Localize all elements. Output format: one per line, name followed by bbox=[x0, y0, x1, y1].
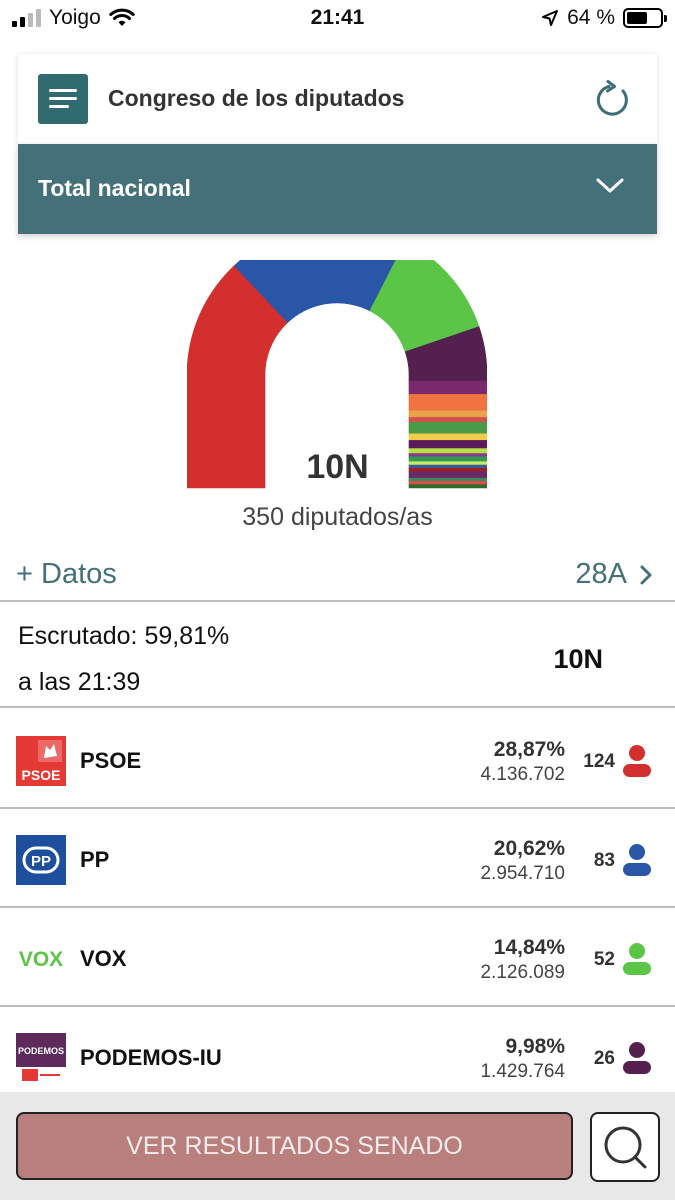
person-icon bbox=[623, 745, 651, 777]
carrier-name: Yoigo bbox=[49, 6, 101, 29]
more-data-link[interactable]: + Datos bbox=[16, 558, 117, 591]
party-percent: 20,62% bbox=[493, 837, 565, 860]
menu-button[interactable] bbox=[38, 74, 88, 124]
battery-percent: 64 % bbox=[567, 6, 615, 29]
vox-logo-icon: VOX bbox=[19, 948, 63, 971]
status-left: Yoigo bbox=[12, 6, 135, 30]
hemicycle-segment-other-5 bbox=[408, 394, 487, 412]
app-header: Congreso de los diputados bbox=[18, 54, 657, 144]
senate-results-button[interactable]: VER RESULTADOS SENADO bbox=[16, 1112, 573, 1180]
hemicycle-segment-other-20 bbox=[408, 484, 487, 489]
svg-text:VOX: VOX bbox=[19, 948, 63, 971]
hemicycle-segment-other-6 bbox=[408, 410, 487, 418]
scrutiny-percent: Escrutado: 59,81% bbox=[18, 622, 230, 650]
party-name: PSOE bbox=[80, 748, 142, 773]
region-label: Total nacional bbox=[38, 175, 191, 201]
scrutiny-time: a las 21:39 bbox=[18, 668, 141, 696]
person-icon bbox=[623, 844, 651, 876]
hemicycle-segment-other-7 bbox=[408, 417, 487, 423]
page-title: Congreso de los diputados bbox=[108, 85, 405, 111]
scrutiny-panel: Escrutado: 59,81% a las 21:39 10N bbox=[0, 604, 675, 708]
refresh-icon[interactable] bbox=[593, 80, 633, 120]
party-row-vox[interactable]: VOX VOX 14,84% 2.126.089 52 bbox=[0, 908, 675, 1007]
battery-icon bbox=[623, 8, 667, 28]
hemicycle-svg bbox=[187, 260, 487, 489]
region-selector[interactable]: Total nacional bbox=[18, 144, 657, 234]
hemicycle-segment-other-8 bbox=[408, 422, 487, 435]
chevron-down-icon bbox=[596, 178, 624, 193]
previous-election-label: 28A bbox=[575, 558, 627, 590]
svg-text:PSOE: PSOE bbox=[22, 767, 61, 783]
party-percent: 14,84% bbox=[493, 936, 565, 959]
svg-text:PP: PP bbox=[31, 853, 51, 870]
previous-election-link[interactable]: 28A bbox=[575, 558, 653, 591]
party-list: PSOE PSOE 28,87% 4.136.702 124 PP PP 20,… bbox=[0, 710, 675, 1106]
person-icon bbox=[623, 1042, 651, 1074]
total-seats: 350 diputados/as bbox=[242, 503, 433, 531]
signal-icon bbox=[12, 9, 41, 27]
links-row: + Datos 28A bbox=[0, 552, 675, 602]
party-row-psoe[interactable]: PSOE PSOE 28,87% 4.136.702 124 bbox=[0, 710, 675, 809]
party-percent: 9,98% bbox=[505, 1035, 565, 1058]
party-votes: 4.136.702 bbox=[480, 764, 565, 785]
bottom-bar: VER RESULTADOS SENADO bbox=[0, 1092, 675, 1200]
party-percent: 28,87% bbox=[493, 738, 565, 761]
search-icon bbox=[604, 1126, 647, 1169]
clock: 21:41 bbox=[310, 6, 365, 29]
plus-icon: + bbox=[16, 558, 33, 590]
party-seats: 52 bbox=[593, 949, 615, 970]
psoe-logo-icon: PSOE bbox=[16, 736, 66, 786]
person-icon bbox=[623, 943, 651, 975]
hemicycle-segment-other-4 bbox=[408, 380, 487, 395]
party-seats: 124 bbox=[583, 751, 615, 772]
svg-text:PODEMOS: PODEMOS bbox=[18, 1046, 64, 1056]
party-seats: 83 bbox=[593, 850, 615, 871]
party-votes: 2.126.089 bbox=[480, 962, 565, 983]
hemicycle-chart: 10N 350 diputados/as bbox=[0, 250, 675, 540]
party-seats: 26 bbox=[593, 1048, 615, 1069]
status-right: 64 % bbox=[541, 6, 667, 30]
menu-icon bbox=[49, 89, 77, 92]
hemicycle-segment-other-9 bbox=[408, 433, 487, 441]
party-name: VOX bbox=[80, 946, 127, 971]
wifi-icon bbox=[109, 8, 135, 26]
status-bar: Yoigo 21:41 64 % bbox=[0, 0, 675, 40]
search-button[interactable] bbox=[590, 1112, 660, 1182]
party-row-podemos-iu[interactable]: PODEMOS PODEMOS-IU 9,98% 1.429.764 26 bbox=[0, 1007, 675, 1106]
location-arrow-icon bbox=[542, 10, 559, 26]
pp-logo-icon: PP bbox=[16, 835, 66, 885]
party-votes: 2.954.710 bbox=[480, 863, 565, 884]
party-row-pp[interactable]: PP PP 20,62% 2.954.710 83 bbox=[0, 809, 675, 908]
election-label: 10N bbox=[306, 448, 369, 486]
more-data-label: Datos bbox=[41, 558, 117, 590]
podemos-iu-logo-icon: PODEMOS bbox=[16, 1033, 66, 1081]
party-votes: 1.429.764 bbox=[480, 1061, 565, 1082]
chevron-right-icon bbox=[640, 565, 652, 584]
scrutiny-election: 10N bbox=[553, 644, 603, 674]
party-name: PODEMOS-IU bbox=[80, 1045, 222, 1070]
party-name: PP bbox=[80, 847, 110, 872]
